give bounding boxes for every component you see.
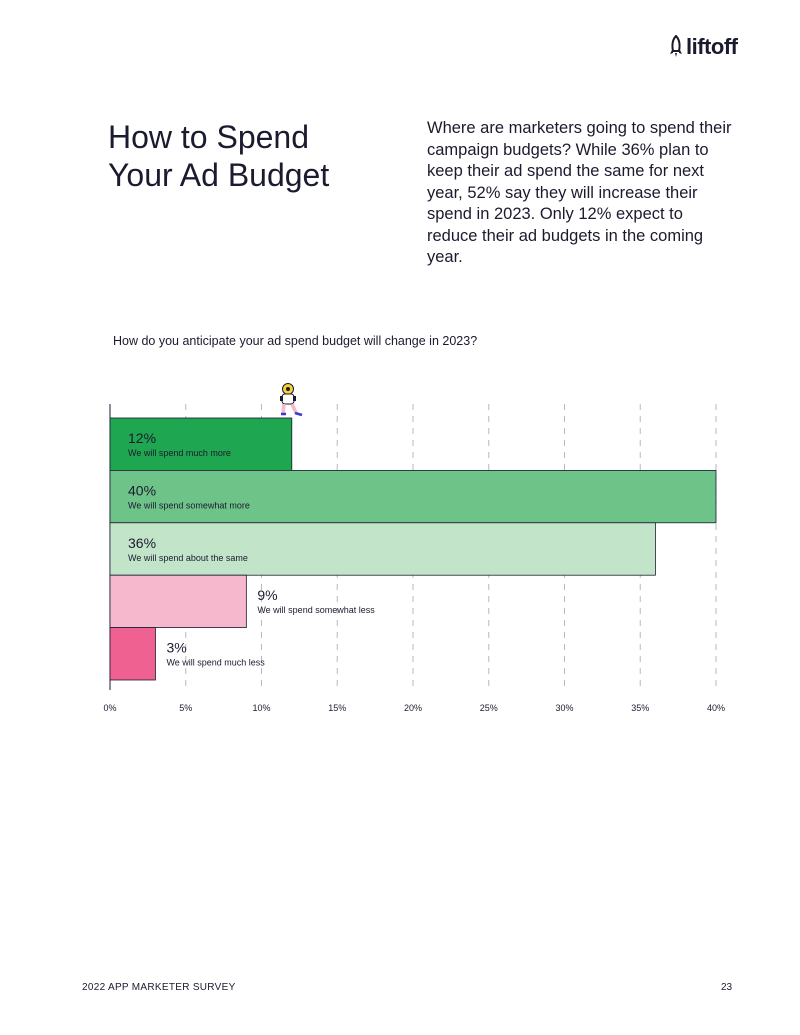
bar-category-label: We will spend much more [128,448,231,458]
bar-value-label: 9% [257,587,277,603]
bar-same [109,522,656,576]
x-tick-label: 25% [480,703,498,713]
intro-paragraph: Where are marketers going to spend their… [427,119,732,266]
x-axis-ticks: 0% 5% 10% 15% 20% 25% 30% 35% 40% [103,703,725,713]
x-tick-label: 5% [179,703,192,713]
bar-category-label: We will spend much less [166,658,265,668]
x-tick-label: 30% [555,703,573,713]
bar-value-label: 36% [128,535,156,551]
bar-somewhat-more [109,469,717,524]
bar-much-less [109,627,156,681]
chart-bars [109,417,717,681]
bar-category-label: We will spend about the same [128,553,248,563]
page-title-line-1: How to Spend [108,119,310,155]
chart-title: How do you anticipate your ad spend budg… [113,334,478,348]
x-tick-label: 35% [631,703,649,713]
bar-much-more [109,417,293,471]
bar-value-label: 3% [166,640,186,656]
bar-value-label: 40% [128,482,156,498]
rocket-icon [670,35,682,57]
x-tick-label: 40% [707,703,725,713]
footer-survey-name: 2022 APP MARKETER SURVEY [82,982,236,993]
chart-labels: 12% We will spend much more 40% We will spe… [128,430,375,668]
page-number: 23 [721,982,733,993]
astronaut-illustration [280,383,303,417]
bar-category-label: We will spend somewhat less [257,605,375,615]
x-tick-label: 10% [252,703,270,713]
bar-somewhat-less [109,574,247,629]
page-title-line-2: Your Ad Budget [108,157,330,193]
bar-value-label: 12% [128,430,156,446]
bar-category-label: We will spend somewhat more [128,500,250,510]
x-tick-label: 15% [328,703,346,713]
x-tick-label: 0% [103,703,116,713]
page-title: How to Spend Your Ad Budget [108,118,408,194]
logo-wordmark: liftoff [686,34,738,59]
liftoff-logo: liftoff [668,34,738,60]
x-tick-label: 20% [404,703,422,713]
ad-spend-bar-chart: 12% We will spend much more 40% We will spe… [103,383,725,713]
